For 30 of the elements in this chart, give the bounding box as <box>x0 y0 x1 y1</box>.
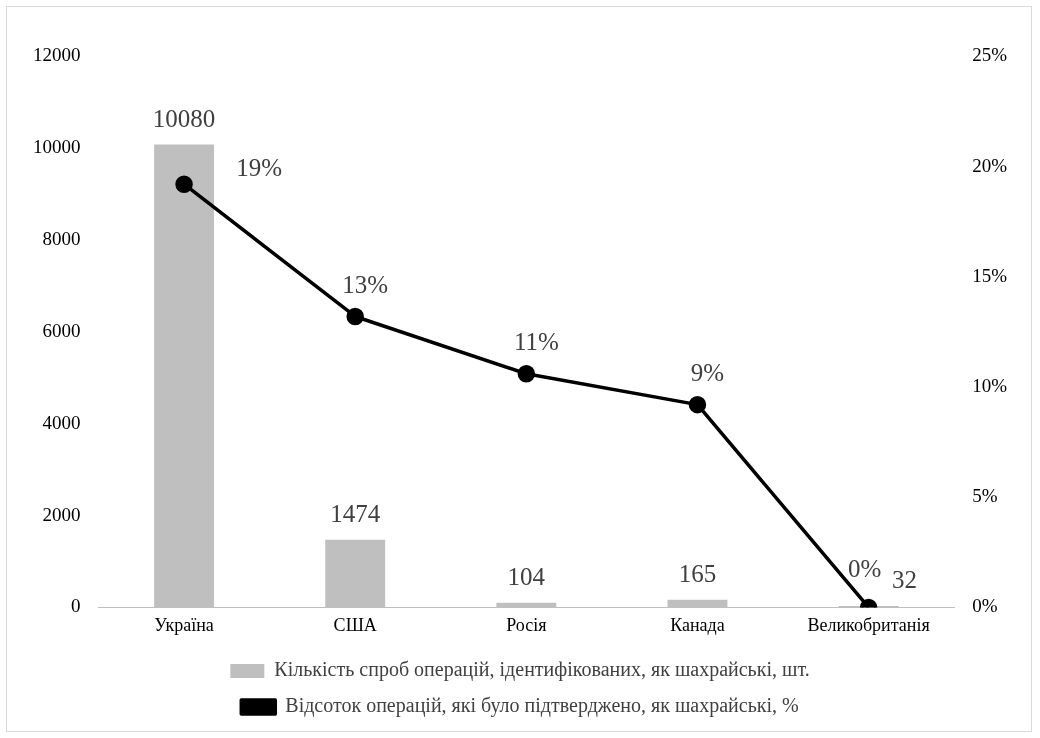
data-label: 13% <box>342 270 389 298</box>
data-label: 11% <box>513 327 559 355</box>
x-tick-label: Великобританія <box>807 614 930 635</box>
y-tick-label: 10000 <box>33 136 81 158</box>
y-tick-label: 0 <box>71 595 81 617</box>
data-label: 32 <box>892 565 918 593</box>
legend-label: Відсоток операцій, які було підтверджено, як шахрайські, % <box>285 694 799 718</box>
x-tick-label: США <box>333 614 377 635</box>
data-label: 104 <box>507 562 546 590</box>
y2-tick-label: 5% <box>972 485 998 507</box>
y2-tick-label: 15% <box>972 264 1008 286</box>
y-tick-label: 4000 <box>42 411 81 433</box>
data-label: 0% <box>847 555 882 583</box>
data-label: 1474 <box>330 499 381 527</box>
y2-tick-label: 20% <box>972 154 1008 176</box>
y-tick-label: 12000 <box>33 44 81 66</box>
data-label: 19% <box>236 154 282 182</box>
x-tick-label: Україна <box>154 614 214 635</box>
data-label: 165 <box>678 559 717 587</box>
x-tick-label: Росія <box>506 614 547 635</box>
legend-label: Кількість спроб операцій, ідентифікованих, як шахрайські, шт. <box>274 658 810 682</box>
y2-tick-label: 10% <box>972 374 1008 396</box>
y-tick-label: 8000 <box>42 228 81 250</box>
y-tick-label: 6000 <box>42 319 81 341</box>
x-tick-label: Канада <box>670 614 725 635</box>
y2-tick-label: 25% <box>972 44 1008 66</box>
y-tick-label: 2000 <box>42 503 81 525</box>
y2-tick-label: 0% <box>972 595 998 617</box>
data-label: 9% <box>690 358 725 386</box>
data-label: 10080 <box>152 104 216 132</box>
